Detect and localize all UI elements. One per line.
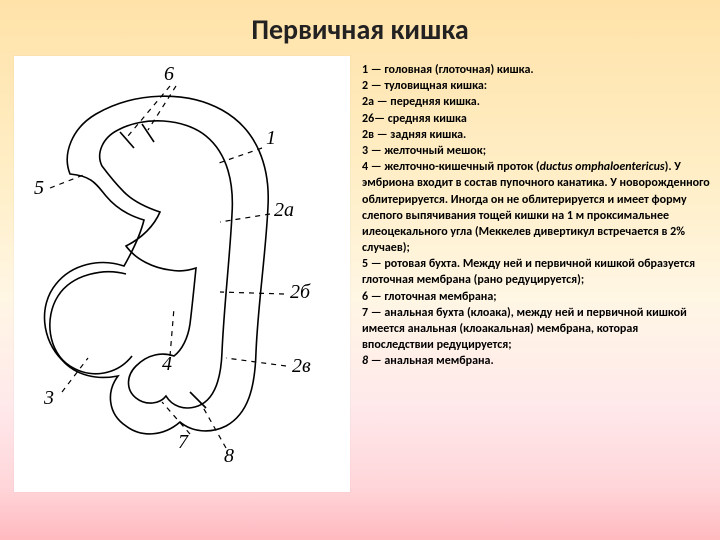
caption-line: 3 — желточный мешок; [362,143,710,159]
caption-line: 6 — глоточная мембрана; [362,289,710,305]
embryo-outline [45,96,269,434]
caption-latin: ductus omphaloentericus [540,160,665,174]
caption-text: 4 — желточно-кишечный проток ( [362,160,540,174]
caption-line: 4 — желточно-кишечный проток (ductus omp… [362,159,710,256]
yolk-sac [50,272,132,374]
caption-line: 26— средняя кишка [362,111,710,127]
slide: Первичная кишка [0,0,720,540]
diagram-label-7: 7 [178,431,189,453]
caption-line: 5 — ротовая бухта. Между ней и первичной… [362,256,710,288]
caption-line: 8 — анальная мембрана. [362,353,710,369]
caption-line: 2а — передняя кишка. [362,94,710,110]
caption-line: 7 — анальная бухта (клоака), между ней и… [362,305,710,354]
caption-line: 1 — головная (глоточная) кишка. [362,62,710,78]
caption-line: 2 — туловищная кишка: [362,78,710,94]
caption-text: ). У эмбриона входит в состав пупочного … [362,160,710,255]
diagram-label-5: 5 [34,177,44,199]
diagram-label-3: 3 [43,387,54,409]
diagram-primary-gut: 1 2a 2б 2в 3 4 5 6 7 8 [14,56,350,492]
page-title: Первичная кишка [0,12,720,47]
diagram-label-2a: 2a [274,199,294,221]
diagram-label-2b: 2б [290,281,311,303]
caption-block: 1 — головная (глоточная) кишка. 2 — туло… [362,62,710,370]
diagram-label-1: 1 [266,127,276,149]
diagram-label-6: 6 [164,63,174,85]
caption-line: 2в — задняя кишка. [362,127,710,143]
caption-text: — анальная мембрана. [368,354,494,368]
pharyngeal-membrane-b [142,124,154,142]
diagram-label-8: 8 [224,445,234,467]
pharyngeal-membrane-a [120,132,134,148]
diagram-label-4: 4 [162,353,172,375]
diagram-label-2v: 2в [292,355,311,377]
